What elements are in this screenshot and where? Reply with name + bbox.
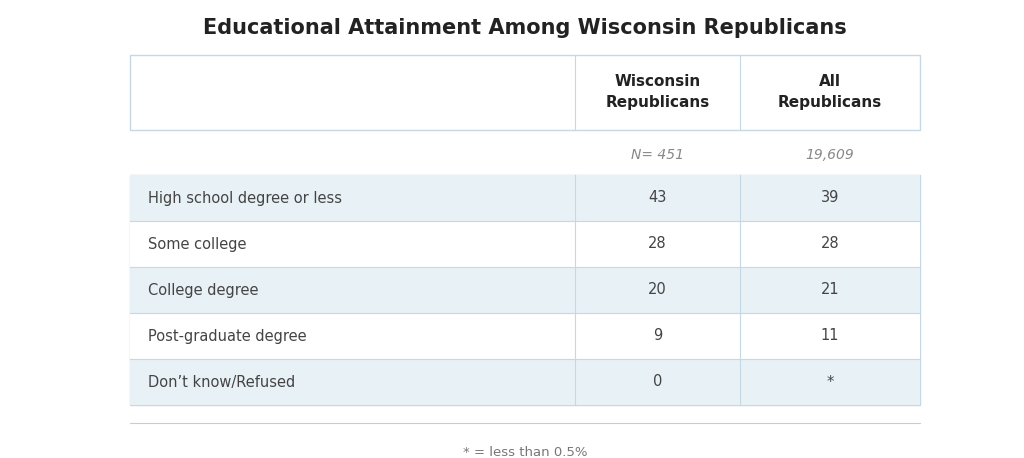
Text: 0: 0 [653, 375, 663, 389]
Text: 39: 39 [821, 191, 840, 206]
Text: Some college: Some college [148, 236, 247, 251]
Text: 11: 11 [821, 328, 840, 344]
Text: 28: 28 [820, 236, 840, 251]
Text: Don’t know/Refused: Don’t know/Refused [148, 375, 295, 389]
Text: *: * [826, 375, 834, 389]
Text: N= 451: N= 451 [631, 148, 684, 162]
Text: Wisconsin
Republicans: Wisconsin Republicans [605, 75, 710, 110]
Text: 28: 28 [648, 236, 667, 251]
Text: 21: 21 [820, 283, 840, 298]
Text: 20: 20 [648, 283, 667, 298]
Text: All
Republicans: All Republicans [778, 75, 882, 110]
Text: High school degree or less: High school degree or less [148, 191, 342, 206]
Text: College degree: College degree [148, 283, 258, 298]
Text: 9: 9 [653, 328, 663, 344]
Text: 19,609: 19,609 [806, 148, 854, 162]
Text: * = less than 0.5%: * = less than 0.5% [463, 447, 587, 458]
Text: Educational Attainment Among Wisconsin Republicans: Educational Attainment Among Wisconsin R… [203, 18, 847, 38]
Text: Post-graduate degree: Post-graduate degree [148, 328, 306, 344]
Text: 43: 43 [648, 191, 667, 206]
